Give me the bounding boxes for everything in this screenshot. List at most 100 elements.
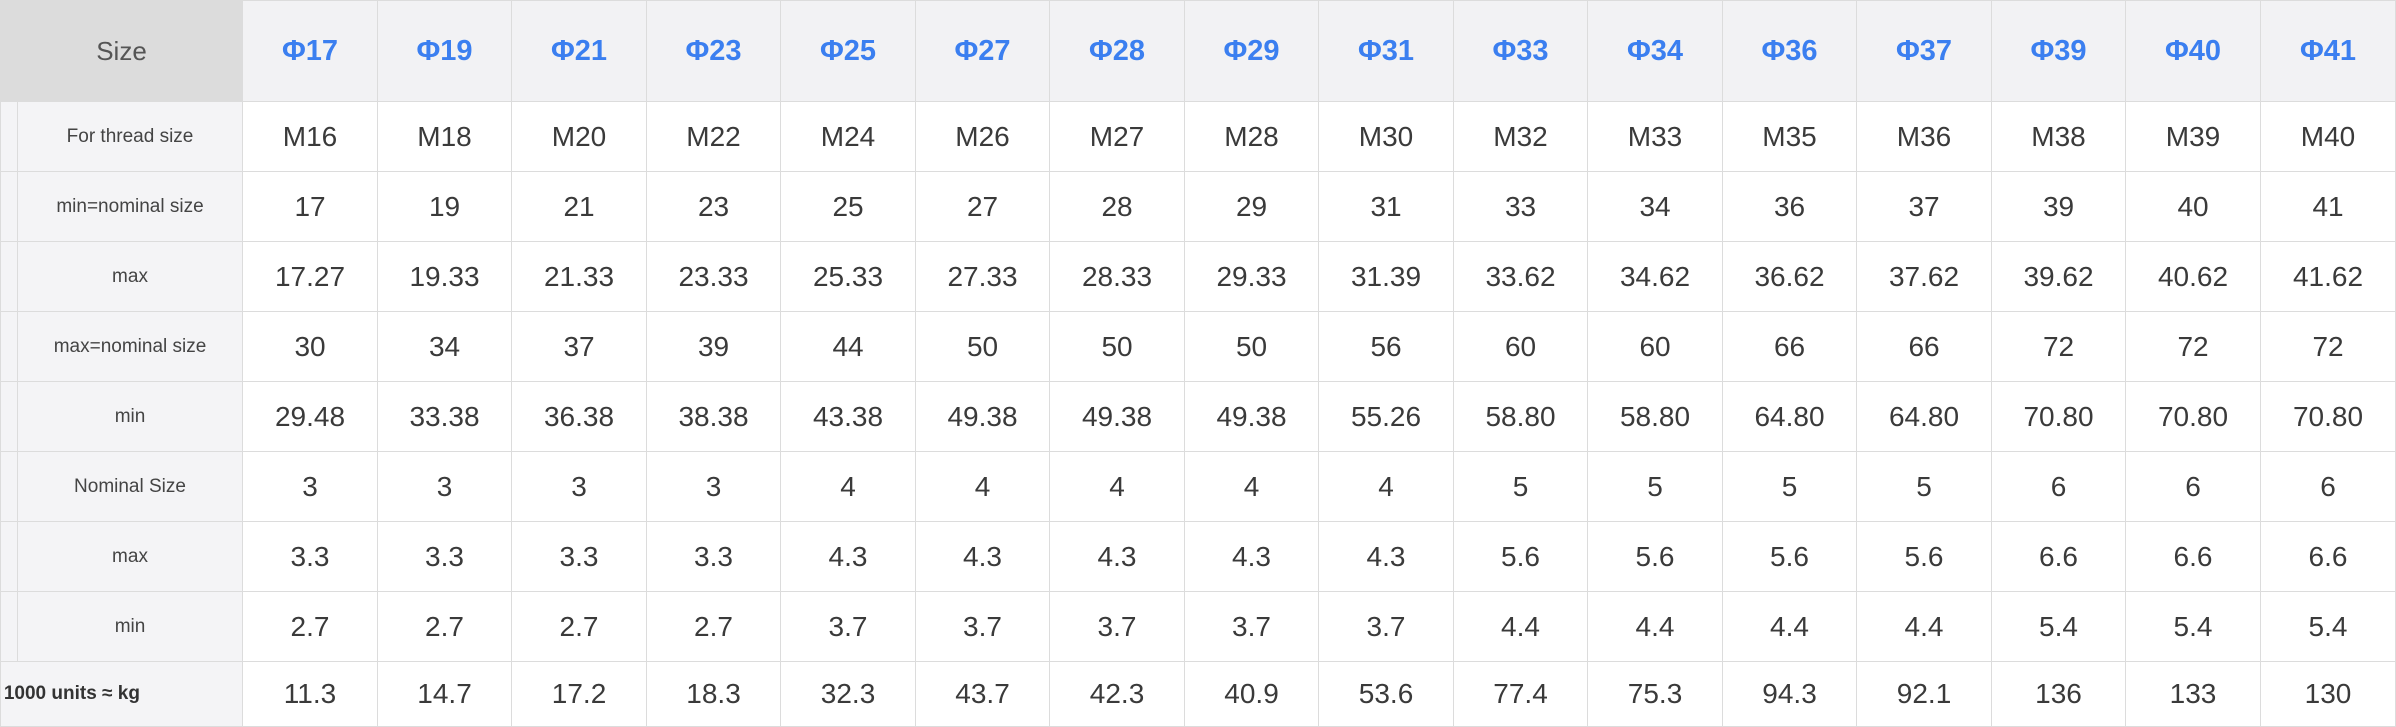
table-cell: M27: [1049, 101, 1186, 172]
column-header: Φ28: [1049, 0, 1186, 102]
table-cell: 49.38: [915, 381, 1051, 452]
table-cell: 3: [242, 451, 379, 522]
column-header: Φ23: [646, 0, 782, 102]
table-cell: 5.6: [1722, 521, 1858, 592]
table-cell: 3: [377, 451, 513, 522]
table-cell: 25.33: [780, 241, 917, 312]
table-cell: 6.6: [2260, 521, 2396, 592]
table-cell: 4.4: [1722, 591, 1858, 662]
table-cell: 4.3: [1184, 521, 1320, 592]
table-cell: 31.39: [1318, 241, 1455, 312]
table-cell: 43.7: [915, 661, 1051, 727]
table-cell: 53.6: [1318, 661, 1455, 727]
row-label: For thread size: [16, 101, 244, 172]
column-header: Φ29: [1184, 0, 1320, 102]
table-cell: 3: [646, 451, 782, 522]
table-row: For thread size M16 M18 M20 M22 M24 M26 M27 M28 M…: [0, 101, 2396, 172]
table-cell: 6: [2125, 451, 2262, 522]
table-cell: 27: [915, 171, 1051, 242]
row-label-text: per 1000 units ≈ kg: [2, 683, 140, 704]
table-cell: 39.62: [1991, 241, 2127, 312]
table-body: For thread size M16 M18 M20 M22 M24 M26 M27 M28 M…: [0, 101, 2396, 727]
table-cell: 3.7: [1318, 591, 1455, 662]
group-cell: [0, 171, 18, 242]
table-cell: 17: [242, 171, 379, 242]
table-cell: 58.80: [1587, 381, 1724, 452]
row-label: min: [16, 591, 244, 662]
group-cell: [0, 591, 18, 662]
column-header: Φ39: [1991, 0, 2127, 102]
table-cell: 55.26: [1318, 381, 1455, 452]
table-cell: M38: [1991, 101, 2127, 172]
table-cell: 19: [377, 171, 513, 242]
table-cell: 41: [2260, 171, 2396, 242]
table-cell: 31: [1318, 171, 1455, 242]
table-cell: 94.3: [1722, 661, 1858, 727]
table-cell: 4: [780, 451, 917, 522]
table-cell: 28: [1049, 171, 1186, 242]
group-cell: [0, 381, 18, 452]
table-cell: 2.7: [377, 591, 513, 662]
table-cell: 3.3: [646, 521, 782, 592]
table-cell: 33.62: [1453, 241, 1589, 312]
column-header: Φ37: [1856, 0, 1993, 102]
table-row: max=nominal size 30 34 37 39 44 50 50 50 56 60 60 66…: [0, 311, 2396, 382]
table-cell: 4: [915, 451, 1051, 522]
group-cell: [0, 101, 18, 172]
table-cell: 32.3: [780, 661, 917, 727]
table-cell: 29.33: [1184, 241, 1320, 312]
table-cell: 3: [511, 451, 648, 522]
table-cell: M16: [242, 101, 379, 172]
table-cell: 56: [1318, 311, 1455, 382]
table-cell: 17.2: [511, 661, 648, 727]
table-cell: M33: [1587, 101, 1724, 172]
table-cell: 4.3: [1049, 521, 1186, 592]
table-cell: 5: [1453, 451, 1589, 522]
table-cell: 60: [1453, 311, 1589, 382]
table-cell: 72: [2125, 311, 2262, 382]
table-row: per 1000 units ≈ kg11.314.717.218.332.34…: [0, 661, 2396, 727]
table-cell: 58.80: [1453, 381, 1589, 452]
table-cell: 75.3: [1587, 661, 1724, 727]
row-label: min=nominal size: [16, 171, 244, 242]
table-cell: 4.4: [1587, 591, 1724, 662]
table-cell: 92.1: [1856, 661, 1993, 727]
table-cell: M30: [1318, 101, 1455, 172]
row-label: min: [16, 381, 244, 452]
group-cell: [0, 451, 18, 522]
table-cell: 33: [1453, 171, 1589, 242]
table-cell: 29.48: [242, 381, 379, 452]
table-cell: 3.3: [242, 521, 379, 592]
table-cell: 39: [646, 311, 782, 382]
table-cell: 70.80: [1991, 381, 2127, 452]
table-cell: 23.33: [646, 241, 782, 312]
table-cell: 4: [1184, 451, 1320, 522]
column-header: Φ34: [1587, 0, 1724, 102]
column-header: Φ25: [780, 0, 917, 102]
table-cell: 17.27: [242, 241, 379, 312]
header-row: Size Φ17 Φ19 Φ21 Φ23 Φ25 Φ27 Φ28 Φ29 Φ31…: [0, 0, 2396, 102]
column-header: Φ36: [1722, 0, 1858, 102]
table-cell: 3.7: [780, 591, 917, 662]
table-row: min 29.48 33.38 36.38 38.38 43.38 49.38 49.38 49…: [0, 381, 2396, 452]
row-label: Nominal Size: [16, 451, 244, 522]
column-header: Φ41: [2260, 0, 2396, 102]
table-cell: 42.3: [1049, 661, 1186, 727]
group-cell: [0, 241, 18, 312]
table-cell: 66: [1856, 311, 1993, 382]
table-cell: 36.38: [511, 381, 648, 452]
table-cell: 5: [1856, 451, 1993, 522]
table-cell: 40: [2125, 171, 2262, 242]
table-cell: 72: [1991, 311, 2127, 382]
table-cell: M40: [2260, 101, 2396, 172]
table-cell: M22: [646, 101, 782, 172]
table-cell: 33.38: [377, 381, 513, 452]
table-cell: 4.3: [915, 521, 1051, 592]
table-cell: 3.7: [1049, 591, 1186, 662]
table-cell: 2.7: [646, 591, 782, 662]
table-cell: 25: [780, 171, 917, 242]
table-cell: 66: [1722, 311, 1858, 382]
table-cell: 34: [1587, 171, 1724, 242]
table-cell: 6: [2260, 451, 2396, 522]
